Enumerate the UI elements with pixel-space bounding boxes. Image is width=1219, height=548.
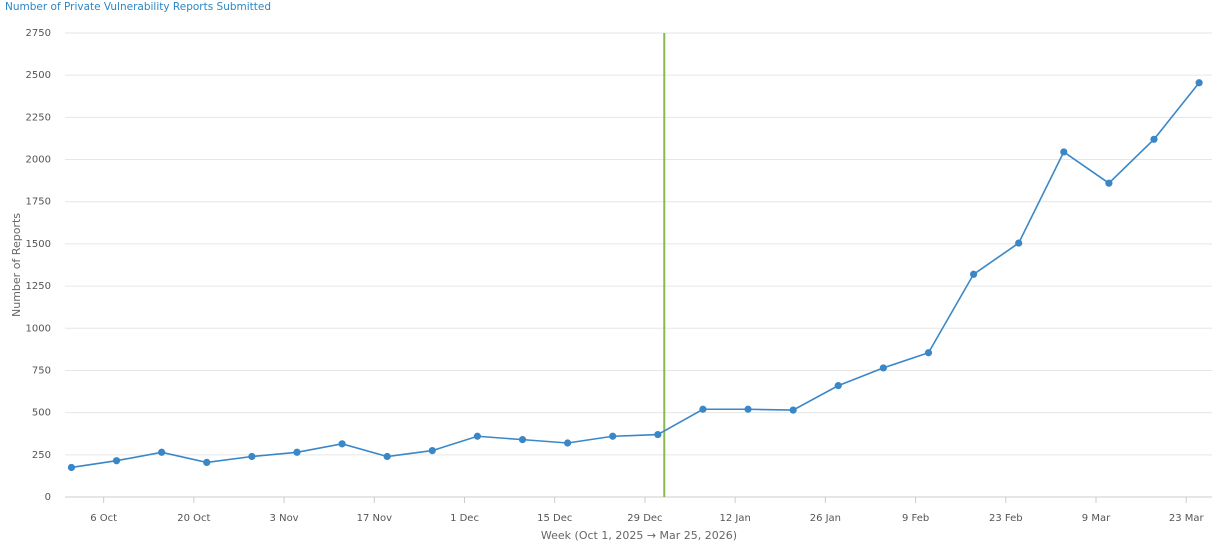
y-tick-label: 2500 (26, 70, 51, 81)
y-tick-label: 1750 (26, 197, 51, 208)
y-tick-label: 2000 (26, 155, 51, 166)
x-tick-label: 23 Feb (989, 513, 1023, 524)
x-tick-label: 6 Oct (90, 513, 117, 524)
y-tick-label: 1250 (26, 281, 51, 292)
point (158, 448, 166, 456)
y-tick-label: 500 (32, 408, 51, 419)
point (789, 406, 797, 414)
point (428, 447, 436, 455)
point (338, 440, 346, 448)
chart-title: Number of Private Vulnerability Reports … (5, 1, 271, 13)
point (1105, 179, 1113, 187)
y-tick-label: 250 (32, 450, 51, 461)
point (654, 430, 662, 439)
point (699, 405, 707, 413)
point (67, 463, 76, 472)
y-axis-title: Number of Reports (10, 213, 23, 317)
point (609, 432, 617, 440)
point (879, 364, 887, 372)
x-tick-label: 26 Jan (810, 513, 841, 524)
point (473, 432, 482, 440)
point (203, 458, 211, 467)
x-tick-label: 15 Dec (537, 513, 572, 524)
point (834, 382, 842, 390)
point (248, 452, 256, 461)
point (293, 448, 301, 456)
x-tick-label: 9 Feb (902, 513, 929, 524)
point (383, 452, 391, 461)
line (71, 82, 1200, 469)
y-tick-label: 750 (32, 365, 51, 376)
point (564, 439, 572, 447)
y-tick-label: 0 (45, 492, 51, 503)
point (112, 457, 121, 465)
y-tick-label: 2750 (26, 28, 51, 39)
point (1150, 135, 1158, 143)
point (1195, 79, 1203, 87)
point (1060, 148, 1068, 156)
y-tick-label: 2250 (26, 112, 51, 123)
point (969, 270, 978, 278)
x-tick-label: 3 Nov (270, 513, 299, 524)
x-tick-label: 9 Mar (1082, 513, 1111, 524)
x-tick-label: 17 Nov (357, 513, 393, 524)
y-tick-label: 1500 (26, 239, 51, 250)
x-tick-label: 29 Dec (627, 513, 662, 524)
x-tick-label: 12 Jan (719, 513, 750, 524)
point (744, 405, 752, 413)
x-tick-label: 23 Mar (1169, 513, 1205, 524)
x-tick-label: 1 Dec (450, 513, 479, 524)
point (924, 349, 933, 357)
x-tick-label: 20 Oct (177, 513, 210, 524)
point (1015, 239, 1023, 247)
point (518, 436, 527, 444)
y-tick-label: 1000 (26, 323, 51, 334)
x-axis-title: Week (Oct 1, 2025 → Mar 25, 2026) (541, 529, 737, 542)
